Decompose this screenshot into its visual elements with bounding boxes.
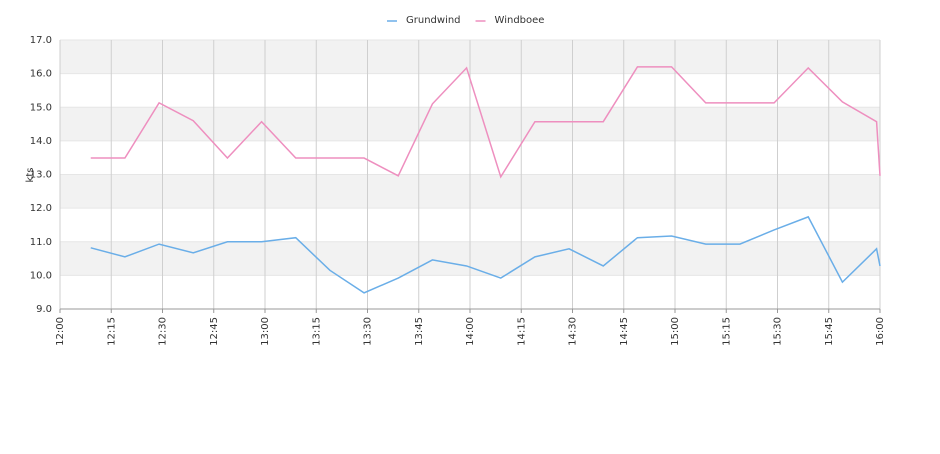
- x-tick-label: 16:00: [875, 317, 886, 346]
- x-tick-label: 15:15: [721, 317, 732, 346]
- y-axis-label: kts: [25, 168, 36, 183]
- y-tick-label: 10.0: [30, 270, 52, 281]
- x-tick-label: 13:45: [414, 317, 425, 346]
- x-tick-label: 13:15: [311, 317, 322, 346]
- x-tick-label: 15:45: [824, 317, 835, 346]
- y-tick-label: 9.0: [36, 304, 52, 315]
- y-tick-label: 13.0: [30, 170, 52, 181]
- y-tick-label: 15.0: [30, 102, 52, 113]
- x-tick-label: 14:30: [568, 317, 579, 346]
- x-tick-label: 12:00: [55, 317, 66, 346]
- x-tick-label: 12:45: [209, 317, 220, 346]
- x-tick-label: 14:45: [619, 317, 630, 346]
- line-series: [90, 215, 881, 294]
- x-tick-label: 12:15: [106, 317, 117, 346]
- x-tick-label: 13:30: [363, 317, 374, 346]
- y-tick-label: 17.0: [30, 35, 52, 46]
- x-tick-label: 15:30: [773, 317, 784, 346]
- x-tick-label: 14:15: [516, 317, 527, 346]
- legend-label: Windboee: [495, 15, 545, 26]
- x-tick-label: 14:00: [465, 317, 476, 346]
- y-tick-label: 11.0: [30, 237, 52, 248]
- y-tick-label: 12.0: [30, 203, 52, 214]
- x-tick-label: 12:30: [158, 317, 169, 346]
- y-tick-label: 14.0: [30, 136, 52, 147]
- legend-label: Grundwind: [406, 15, 461, 26]
- x-tick-label: 15:00: [670, 317, 681, 346]
- y-tick-label: 16.0: [30, 69, 52, 80]
- x-tick-label: 13:00: [260, 317, 271, 346]
- line-series: [90, 66, 881, 179]
